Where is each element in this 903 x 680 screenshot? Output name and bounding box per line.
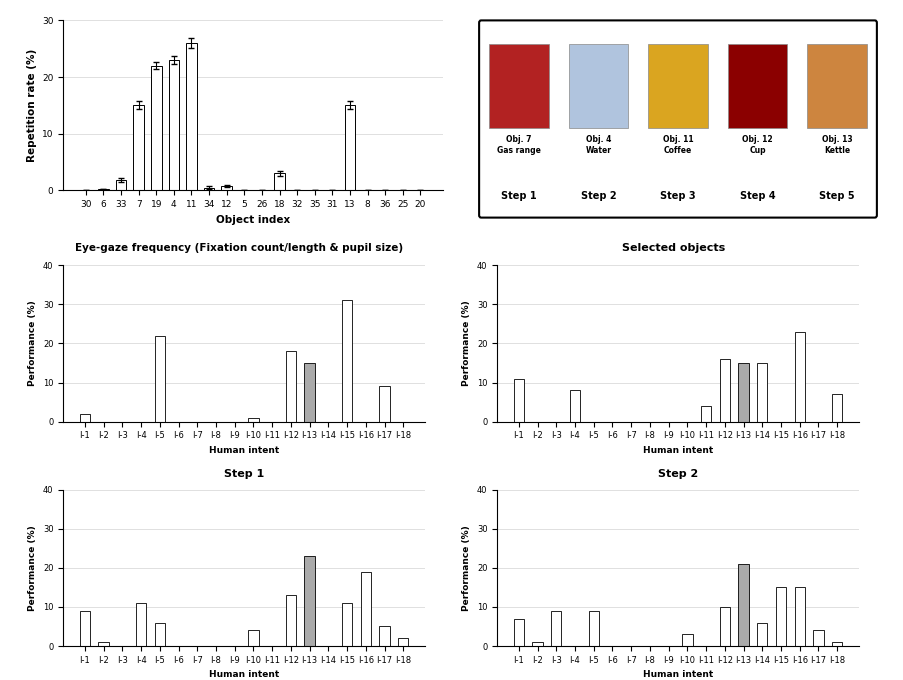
Text: Step 3: Step 3: [659, 191, 695, 201]
FancyBboxPatch shape: [727, 44, 787, 129]
Bar: [168, 60, 179, 190]
Bar: [719, 607, 729, 646]
Bar: [304, 556, 314, 646]
Bar: [738, 564, 748, 646]
Bar: [98, 642, 108, 646]
X-axis label: Human intent: Human intent: [209, 446, 279, 455]
FancyBboxPatch shape: [568, 44, 628, 129]
Bar: [151, 66, 162, 190]
Text: Step 1: Step 1: [500, 191, 536, 201]
Bar: [757, 363, 767, 422]
Y-axis label: Performance (%): Performance (%): [461, 301, 470, 386]
Bar: [285, 595, 295, 646]
X-axis label: Human intent: Human intent: [209, 670, 279, 679]
Bar: [134, 105, 144, 190]
FancyBboxPatch shape: [806, 44, 866, 129]
Bar: [794, 588, 804, 646]
Bar: [719, 359, 729, 422]
Bar: [248, 418, 258, 422]
Bar: [135, 603, 146, 646]
Bar: [813, 630, 823, 646]
FancyBboxPatch shape: [489, 44, 548, 129]
Bar: [285, 352, 295, 422]
Bar: [379, 386, 389, 422]
Text: Obj. 13
Kettle: Obj. 13 Kettle: [821, 135, 852, 155]
Bar: [682, 634, 692, 646]
FancyBboxPatch shape: [479, 20, 876, 218]
Bar: [831, 642, 842, 646]
Bar: [532, 642, 542, 646]
Bar: [248, 630, 258, 646]
Bar: [186, 43, 197, 190]
Bar: [738, 363, 748, 422]
Bar: [588, 611, 598, 646]
Bar: [154, 623, 164, 646]
Y-axis label: Performance (%): Performance (%): [28, 525, 37, 611]
Bar: [700, 406, 711, 422]
Bar: [513, 619, 524, 646]
X-axis label: Human intent: Human intent: [642, 670, 712, 679]
Bar: [341, 301, 352, 422]
Bar: [831, 394, 842, 422]
Text: Step 5: Step 5: [818, 191, 854, 201]
Bar: [154, 335, 164, 422]
Title: Step 1: Step 1: [224, 469, 264, 479]
Bar: [274, 173, 284, 190]
Bar: [794, 332, 804, 422]
Bar: [98, 189, 108, 190]
Bar: [344, 105, 355, 190]
Bar: [341, 603, 352, 646]
Text: Obj. 4
Water: Obj. 4 Water: [585, 135, 610, 155]
Y-axis label: Performance (%): Performance (%): [461, 525, 470, 611]
Bar: [116, 180, 126, 190]
Text: Step 2: Step 2: [580, 191, 616, 201]
Bar: [203, 188, 214, 190]
Bar: [569, 390, 580, 422]
Bar: [379, 626, 389, 646]
Text: Obj. 12
Cup: Obj. 12 Cup: [741, 135, 772, 155]
X-axis label: Object index: Object index: [216, 215, 290, 224]
Text: Selected objects: Selected objects: [621, 243, 724, 253]
Bar: [513, 379, 524, 422]
Bar: [551, 611, 561, 646]
Bar: [775, 588, 786, 646]
Bar: [79, 413, 90, 422]
Text: Step 4: Step 4: [739, 191, 775, 201]
Bar: [221, 186, 232, 190]
Title: Step 2: Step 2: [657, 469, 697, 479]
Bar: [757, 623, 767, 646]
Bar: [79, 611, 90, 646]
Text: Obj. 11
Coffee: Obj. 11 Coffee: [662, 135, 693, 155]
Text: Eye-gaze frequency (Fixation count/length & pupil size): Eye-gaze frequency (Fixation count/lengt…: [76, 243, 403, 253]
Y-axis label: Performance (%): Performance (%): [28, 301, 37, 386]
FancyBboxPatch shape: [647, 44, 707, 129]
Text: Obj. 7
Gas range: Obj. 7 Gas range: [497, 135, 540, 155]
Bar: [397, 638, 408, 646]
Y-axis label: Repetition rate (%): Repetition rate (%): [26, 49, 36, 162]
Bar: [360, 572, 370, 646]
Bar: [304, 363, 314, 422]
X-axis label: Human intent: Human intent: [642, 446, 712, 455]
